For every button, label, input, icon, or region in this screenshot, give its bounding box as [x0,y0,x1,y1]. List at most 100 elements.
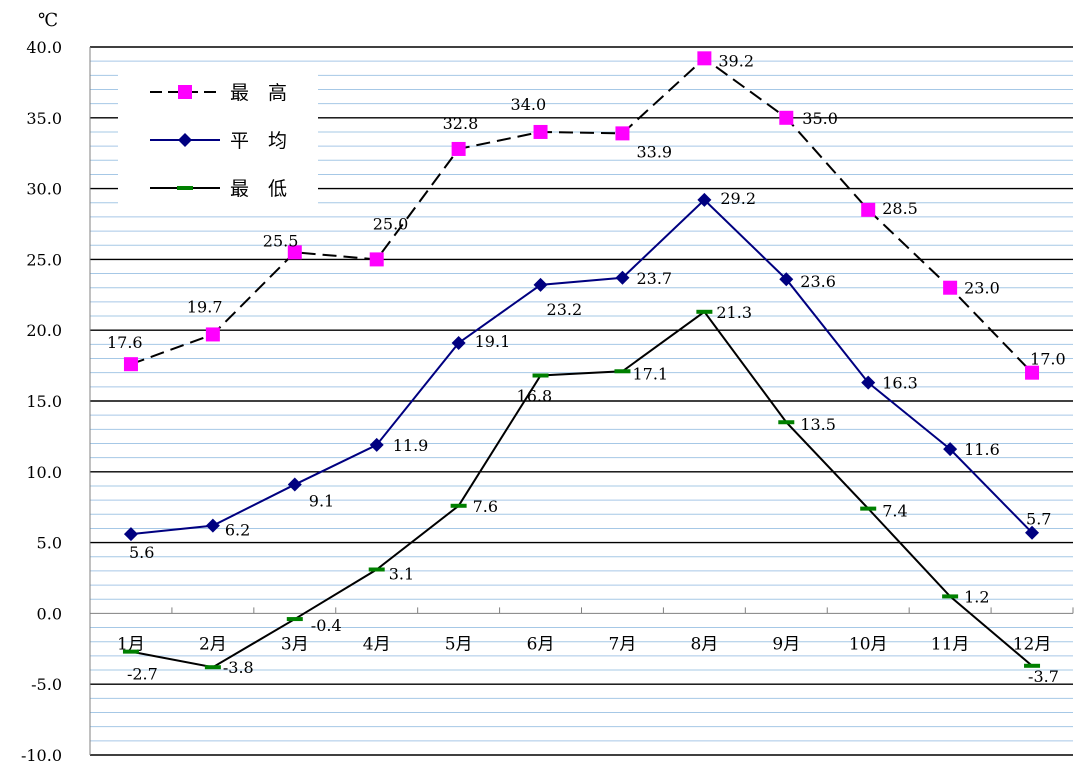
data-point [287,477,302,492]
data-point [532,373,549,378]
data-point [1024,663,1041,668]
y-tick-label: 30.0 [26,180,62,199]
x-tick-label: 10月 [849,634,888,654]
data-label: 11.6 [964,440,1000,459]
data-label: 25.5 [263,231,299,250]
data-label: 5.6 [129,543,154,562]
data-point [287,245,302,260]
y-tick-label: 25.0 [26,250,62,269]
data-label: 19.1 [475,332,511,351]
data-label: 21.3 [716,303,752,322]
data-point [369,437,384,452]
data-point [614,369,631,374]
x-tick-label: 3月 [281,634,309,654]
data-label: 17.6 [107,333,143,352]
legend-item: 最 高 [150,82,287,104]
data-label: 32.8 [443,114,479,133]
y-tick-label: 40.0 [26,38,62,57]
data-point [779,272,794,287]
data-label: 9.1 [309,492,334,511]
data-point [696,309,713,314]
data-label: 34.0 [511,95,547,114]
legend-marker [177,186,193,190]
x-tick-label: 4月 [363,634,391,654]
x-tick-label: 7月 [609,634,637,654]
x-tick-label: 9月 [772,634,800,654]
data-label: 39.2 [718,51,754,70]
data-label: -2.7 [127,665,158,684]
y-tick-label: -5.0 [31,675,62,694]
data-point [122,649,139,654]
series-avg: 5.6 6.2 9.1 11.9 19.1 23.2 23.7 29.2 23.6 16.3 11.… [123,189,1051,562]
data-point [860,506,877,511]
x-tick-label: 6月 [527,634,555,654]
data-label: 1.2 [964,587,989,606]
data-label: 19.7 [187,297,223,316]
data-label: 25.0 [373,214,409,233]
data-label: 7.6 [473,497,498,516]
data-label: -3.8 [223,658,254,677]
data-point [205,518,220,533]
data-point [450,503,467,508]
data-point [369,252,384,267]
data-label: 33.9 [636,142,672,161]
data-label: 11.9 [393,436,429,455]
data-label: 28.5 [882,199,918,218]
data-point [204,665,221,670]
data-label: 35.0 [802,109,838,128]
data-point [286,617,303,622]
data-label: 23.7 [636,269,672,288]
data-label: 17.1 [632,364,668,383]
major-gridlines [90,46,1073,756]
y-tick-label: 20.0 [26,321,62,340]
data-label: 7.4 [882,502,907,521]
legend-marker [178,85,192,99]
data-point [861,375,876,390]
series-line [130,310,1033,669]
data-point [861,202,876,217]
x-tick-label: 11月 [931,634,970,654]
data-point [943,280,958,295]
x-tick-label: 2月 [199,634,227,654]
data-point [1025,525,1040,540]
data-label: 16.8 [517,387,553,406]
data-point [697,51,712,66]
data-label: -0.4 [311,616,342,635]
legend-item: 最 低 [150,178,287,200]
data-point [205,327,220,342]
series-line [130,57,1033,374]
data-label: 6.2 [225,521,250,540]
y-tick-label: 0.0 [37,604,62,623]
data-point [1025,365,1040,380]
series-max: 17.6 19.7 25.5 25.0 32.8 34.0 33.9 39.2 35.0 28.5… [107,51,1066,380]
data-point [778,420,795,425]
data-point [451,335,466,350]
data-point [943,442,958,457]
data-label: 29.2 [720,189,756,208]
data-point [779,110,794,125]
series-line [130,198,1033,536]
data-point [697,192,712,207]
y-tick-label: 10.0 [26,463,62,482]
series-min: -2.7 -3.8 -0.4 3.1 7.6 16.8 17.1 21.3 13.5 7.4 1.2… [122,303,1059,686]
x-tick-label: 1月 [117,634,145,654]
data-label: 17.0 [1030,350,1066,369]
minor-gridlines [90,60,1073,742]
data-label: 5.7 [1026,510,1051,529]
data-point [615,270,630,285]
legend-item: 平 均 [150,130,287,152]
y-tick-label: -10.0 [21,746,62,765]
data-point [123,527,138,542]
data-label: 16.3 [882,374,918,393]
y-axis-unit-label: ℃ [38,10,58,31]
data-point [942,594,959,599]
data-point [451,141,466,156]
y-tick-label: 5.0 [37,534,62,553]
data-label: 3.1 [389,565,414,584]
data-label: 13.5 [800,415,836,434]
data-label: 23.2 [547,300,583,319]
data-label: -3.7 [1028,667,1059,686]
x-tick-label: 5月 [445,634,473,654]
